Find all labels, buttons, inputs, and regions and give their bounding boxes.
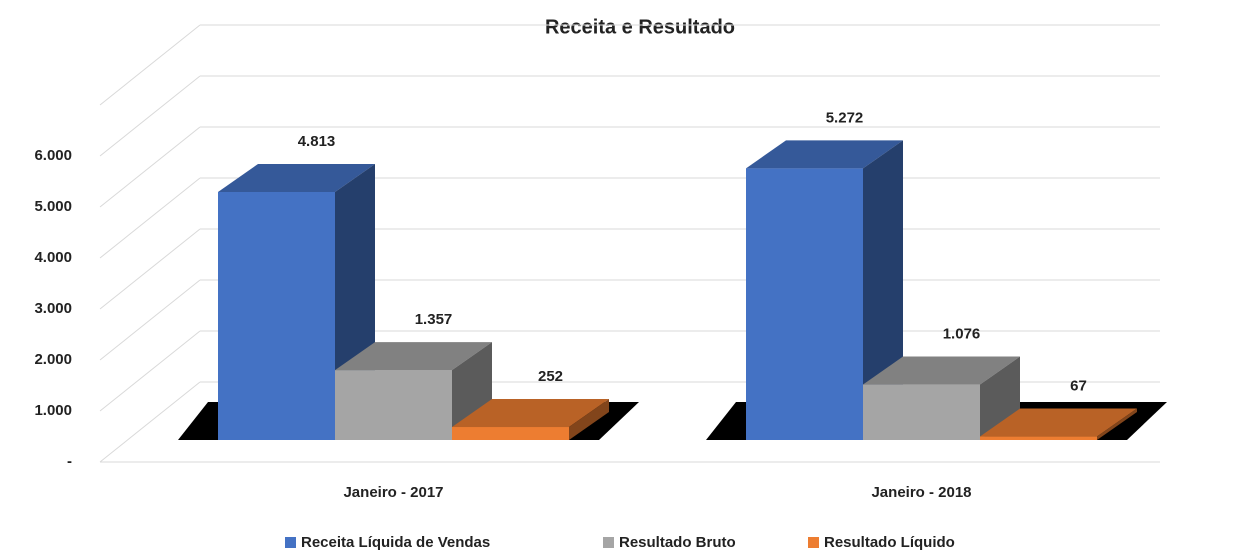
data-label: 252	[538, 368, 563, 385]
bar-top	[218, 164, 375, 192]
y-tick-label: 4.000	[34, 249, 72, 266]
y-tick-label: 6.000	[34, 147, 72, 164]
y-tick-label: 2.000	[34, 351, 72, 368]
data-label: 1.076	[943, 326, 981, 343]
bar	[746, 168, 863, 440]
x-tick-label: Janeiro - 2018	[871, 484, 971, 501]
data-label: 5.272	[826, 109, 864, 126]
bar	[452, 427, 569, 440]
bar-side	[1097, 408, 1137, 440]
x-tick-label: Janeiro - 2017	[343, 484, 443, 501]
bar-side	[569, 399, 609, 440]
bar	[218, 192, 335, 440]
y-tick-label: -	[67, 453, 72, 470]
bar	[863, 384, 980, 440]
legend-swatch	[285, 537, 296, 548]
grid-line	[99, 279, 201, 361]
legend-swatch	[808, 537, 819, 548]
y-tick-label: 1.000	[34, 402, 72, 419]
y-tick-label: 5.000	[34, 198, 72, 215]
data-label: 67	[1070, 378, 1087, 395]
data-label: 4.813	[298, 133, 336, 150]
bar-top	[980, 408, 1137, 437]
grid-line	[99, 228, 201, 310]
chart-title: Receita e Resultado	[545, 16, 735, 38]
bar-top	[452, 399, 609, 428]
bar-top	[335, 342, 492, 371]
legend-label: Resultado Líquido	[824, 534, 955, 551]
grid-line	[99, 177, 201, 259]
bar-top	[863, 356, 1020, 385]
data-label: 1.357	[415, 311, 453, 328]
legend-label: Resultado Bruto	[619, 534, 736, 551]
grid-line	[99, 24, 201, 106]
legend-swatch	[603, 537, 614, 548]
grid-line	[99, 330, 201, 412]
grid-line	[99, 381, 201, 463]
grid-line	[99, 126, 201, 208]
legend-label: Receita Líquida de Vendas	[301, 534, 490, 551]
bar	[980, 436, 1097, 440]
grid-line	[99, 75, 201, 157]
y-tick-label: 3.000	[34, 300, 72, 317]
bar	[335, 370, 452, 440]
bar-side	[980, 356, 1020, 440]
bar-top	[746, 140, 903, 169]
